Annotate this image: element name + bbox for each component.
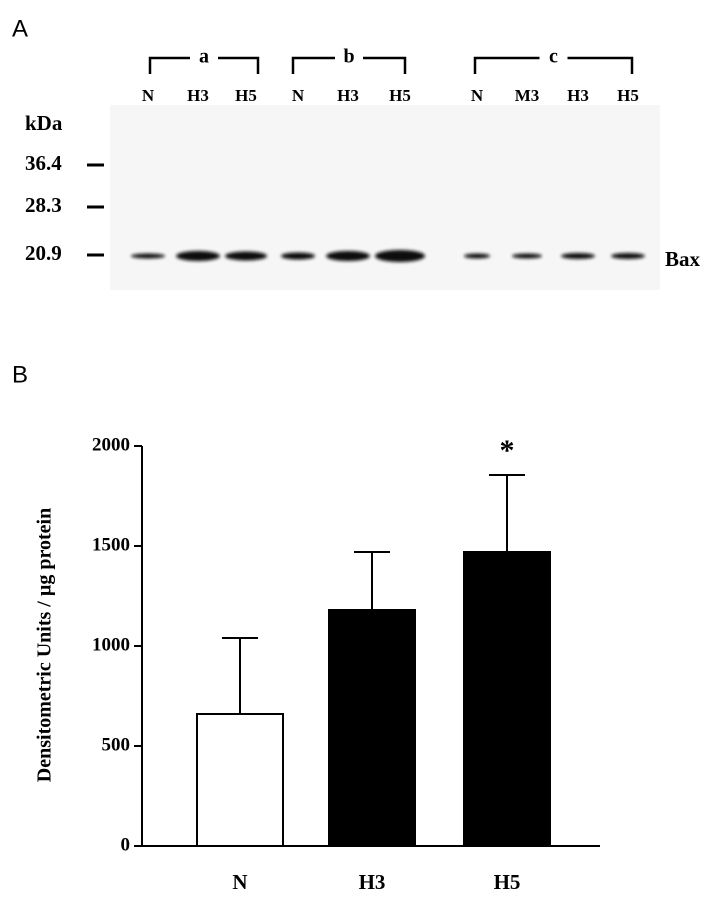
- band: [375, 250, 425, 262]
- marker-label: 20.9: [25, 241, 62, 265]
- blot-background: [110, 105, 660, 290]
- band: [326, 251, 370, 261]
- lane-label: N: [292, 86, 305, 105]
- bar: [196, 713, 284, 847]
- marker-label: 36.4: [25, 151, 62, 175]
- lane-label: H3: [567, 86, 589, 105]
- panel-label: B: [12, 361, 28, 388]
- group-label: a: [199, 46, 209, 68]
- band: [176, 251, 220, 261]
- x-tick-label: H3: [359, 870, 386, 894]
- y-tick-label: 500: [102, 734, 131, 755]
- y-axis-label: Densitometric Units / µg protein: [34, 508, 56, 782]
- panel-label: A: [12, 15, 28, 42]
- y-tick-label: 2000: [92, 434, 130, 455]
- bracket: [473, 56, 634, 74]
- group-label: b: [343, 46, 354, 68]
- band: [464, 253, 490, 259]
- band: [561, 253, 595, 259]
- lane-label: H5: [617, 86, 639, 105]
- marker-label: 28.3: [25, 193, 62, 217]
- x-tick-label: N: [232, 870, 247, 894]
- bar: [328, 609, 416, 847]
- lane-label: H5: [235, 86, 257, 105]
- lane-label: M3: [515, 86, 540, 105]
- protein-label: Bax: [665, 247, 701, 271]
- lane-label: N: [142, 86, 155, 105]
- y-tick-label: 0: [121, 834, 131, 855]
- lane-label: H3: [187, 86, 209, 105]
- band: [225, 251, 267, 261]
- bracket: [148, 56, 260, 74]
- lane-label: N: [471, 86, 484, 105]
- lane-label: H3: [337, 86, 359, 105]
- x-tick-label: H5: [494, 870, 521, 894]
- y-tick-label: 1500: [92, 534, 130, 555]
- band: [281, 252, 315, 260]
- band: [512, 253, 542, 259]
- group-label: c: [549, 46, 558, 68]
- lane-label: H5: [389, 86, 411, 105]
- kda-label: kDa: [25, 111, 63, 135]
- bracket: [291, 56, 407, 74]
- bar: [463, 551, 551, 847]
- band: [611, 253, 645, 259]
- band: [131, 253, 165, 259]
- annotation: *: [500, 434, 515, 467]
- y-tick-label: 1000: [92, 634, 130, 655]
